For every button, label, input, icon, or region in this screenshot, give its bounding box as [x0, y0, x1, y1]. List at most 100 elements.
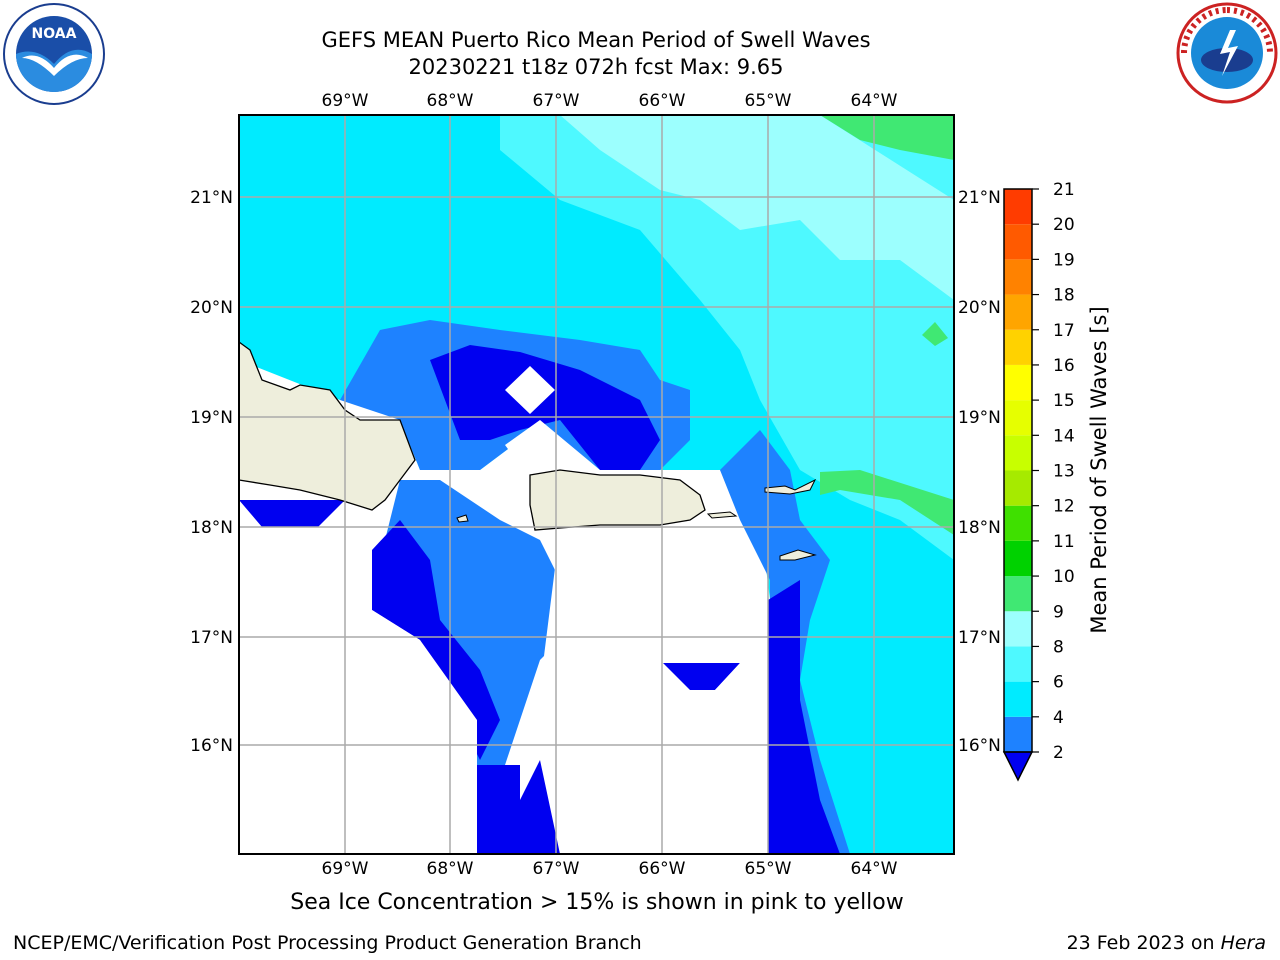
swell-field-cyan-8-9 — [560, 115, 954, 300]
swell-field-darkblue-mid — [663, 663, 768, 690]
chart-subtitle: 20230221 t18z 072h fcst Max: 9.65 — [408, 55, 784, 79]
lat-label-left: 18°N — [190, 518, 233, 538]
no-data-south — [536, 560, 636, 854]
swell-field-darkblue-n — [430, 345, 660, 470]
colorbar-tick-label: 17 — [1053, 321, 1075, 341]
colorbar-tick-label: 18 — [1053, 286, 1075, 306]
colorbar-bin — [1004, 294, 1032, 330]
colorbar-bin — [1004, 400, 1032, 436]
colorbar-ticks: 2 4 6 8 9 10 11 12 13 14 15 16 17 18 19 20 21 — [1032, 180, 1075, 763]
colorbar-bin — [1004, 259, 1032, 295]
lon-label-top: 66°W — [639, 91, 686, 111]
lat-label-left: 19°N — [190, 408, 233, 428]
colorbar-bins — [1004, 189, 1032, 752]
no-data-mona — [505, 366, 555, 414]
lat-label-left: 20°N — [190, 298, 233, 318]
map-gridlines — [239, 115, 954, 854]
colorbar-tick-label: 21 — [1053, 180, 1075, 200]
lat-label-left: 21°N — [190, 188, 233, 208]
swell-field-green-ne — [820, 115, 954, 160]
colorbar-bin — [1004, 681, 1032, 717]
colorbar: 2 4 6 8 9 10 11 12 13 14 15 16 17 18 19 20 21 Mean Perio… — [1002, 180, 1111, 782]
colorbar-under-arrow — [1002, 751, 1034, 782]
lat-label-right: 21°N — [958, 188, 1001, 208]
lat-label-right: 20°N — [958, 298, 1001, 318]
no-data-sw — [239, 527, 477, 854]
lon-labels-bottom: 69°W 68°W 67°W 66°W 65°W 64°W — [322, 859, 898, 879]
footer-date-text: 23 Feb 2023 on — [1066, 932, 1221, 954]
noaa-logo: NOAA — [3, 3, 105, 105]
lon-label-bottom: 65°W — [745, 859, 792, 879]
nws-logo-lightning — [1220, 30, 1238, 76]
map-frame — [238, 114, 955, 855]
nws-logo-lettering — [1226, 7, 1273, 54]
colorbar-tick-label: 2 — [1053, 743, 1064, 763]
colorbar-tick-label: 11 — [1053, 532, 1075, 552]
swell-field-darkblue-e — [768, 580, 840, 854]
lon-label-top: 64°W — [851, 91, 898, 111]
colorbar-tick-label: 14 — [1053, 426, 1075, 446]
swell-field-green-e — [820, 470, 954, 535]
lon-label-top: 69°W — [322, 91, 369, 111]
colorbar-bin — [1004, 646, 1032, 682]
lon-labels-top: 69°W 68°W 67°W 66°W 65°W 64°W — [322, 91, 898, 111]
no-data-central — [610, 520, 768, 663]
colorbar-bin — [1004, 329, 1032, 365]
lon-label-bottom: 69°W — [322, 859, 369, 879]
lon-label-bottom: 67°W — [533, 859, 580, 879]
virgin-islands — [764, 478, 817, 495]
lat-label-right: 17°N — [958, 628, 1001, 648]
colorbar-bin — [1004, 576, 1032, 612]
sea-ice-note: Sea Ice Concentration > 15% is shown in … — [290, 890, 904, 915]
footer-credit: NCEP/EMC/Verification Post Processing Pr… — [13, 932, 642, 954]
lat-labels-left: 21°N 20°N 19°N 18°N 17°N 16°N — [190, 188, 233, 756]
colorbar-tick-label: 12 — [1053, 497, 1075, 517]
no-data-pr-shadow — [505, 420, 600, 470]
footer-date: 23 Feb 2023 on Hera — [1067, 932, 1266, 954]
colorbar-bin — [1004, 364, 1032, 401]
swell-field-darkblue-w — [239, 500, 345, 527]
colorbar-bin — [1004, 505, 1032, 541]
lon-label-bottom: 66°W — [639, 859, 686, 879]
lat-label-right: 19°N — [958, 408, 1001, 428]
lon-label-top: 67°W — [533, 91, 580, 111]
lon-label-bottom: 68°W — [427, 859, 474, 879]
mona-island — [456, 514, 469, 523]
nws-logo — [1176, 2, 1278, 104]
nws-logo-cloud — [1201, 48, 1253, 72]
no-data-south-east — [663, 663, 768, 854]
lon-label-top: 68°W — [427, 91, 474, 111]
colorbar-label: Mean Period of Swell Waves [s] — [1087, 306, 1111, 633]
colorbar-bin — [1004, 224, 1032, 260]
lat-label-right: 18°N — [958, 518, 1001, 538]
colorbar-bin — [1004, 611, 1032, 647]
nws-logo-lettering-left — [1181, 7, 1228, 54]
lat-label-right: 16°N — [958, 736, 1001, 756]
swell-field-darkblue-sw — [372, 520, 500, 760]
colorbar-bin — [1004, 540, 1032, 577]
colorbar-tick-label: 4 — [1053, 708, 1064, 728]
swell-field-green-small — [922, 322, 948, 346]
colorbar-bin — [1004, 435, 1032, 471]
colorbar-tick-label: 15 — [1053, 391, 1075, 411]
colorbar-bin — [1004, 470, 1032, 506]
colorbar-tick-label: 13 — [1053, 462, 1075, 482]
chart-title: GEFS MEAN Puerto Rico Mean Period of Swe… — [321, 28, 871, 52]
colorbar-tick-label: 20 — [1053, 215, 1075, 235]
st-croix-island — [779, 549, 817, 561]
colorbar-tick-label: 9 — [1053, 602, 1064, 622]
colorbar-tick-label: 16 — [1053, 356, 1075, 376]
colorbar-tick-label: 6 — [1053, 673, 1064, 693]
colorbar-bin — [1004, 189, 1032, 225]
colorbar-tick-label: 10 — [1053, 567, 1075, 587]
lon-label-bottom: 64°W — [851, 859, 898, 879]
lon-label-top: 65°W — [745, 91, 792, 111]
colorbar-bin — [1004, 716, 1032, 752]
vieques-island — [706, 511, 738, 519]
lat-label-left: 17°N — [190, 628, 233, 648]
lat-labels-right: 21°N 20°N 19°N 18°N 17°N 16°N — [958, 188, 1001, 756]
colorbar-tick-label: 8 — [1053, 637, 1064, 657]
map-plot-area — [239, 115, 954, 854]
lat-label-left: 16°N — [190, 736, 233, 756]
